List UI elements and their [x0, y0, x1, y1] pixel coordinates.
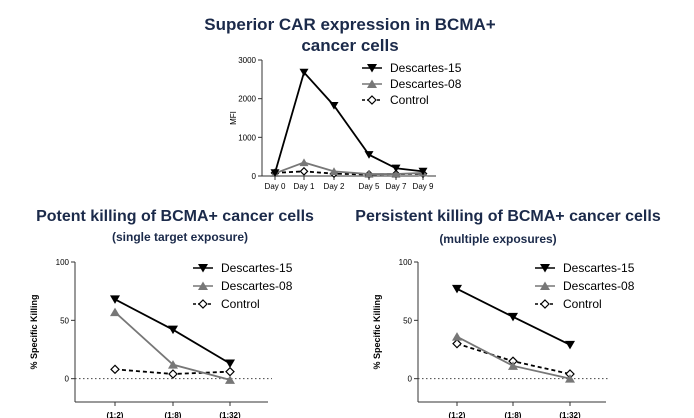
right-chart-x-tick-label: (1:32): [559, 411, 581, 418]
right-chart-y-tick-label: 0: [408, 375, 413, 384]
left-chart-legend-descartes-15-label: Descartes-15: [221, 261, 293, 275]
left-chart-x-tick-label: (1:2): [107, 411, 124, 418]
left-chart-subtitle: (single target exposure): [111, 230, 249, 244]
top-chart-x-tick-label: Day 7: [386, 182, 407, 191]
left-chart-y-tick-label: 50: [60, 316, 69, 325]
top-chart-series-descartes-08-line: [274, 161, 424, 175]
top-chart-legend-descartes-08-marker: [367, 79, 377, 88]
top-chart-y-tick-label: 0: [252, 172, 257, 181]
right-chart-y-tick-label: 50: [403, 316, 412, 325]
left-chart-series-descartes-15-point: [225, 359, 235, 368]
right-chart-series-descartes-08-point: [452, 332, 462, 341]
right-chart-legend-descartes-15-label: Descartes-15: [563, 261, 635, 275]
left-chart-series-descartes-08-point: [225, 375, 235, 384]
top-chart-series-descartes-08-point: [391, 170, 401, 178]
top-chart-series-descartes-15-point: [364, 151, 374, 159]
right-chart-y-axis-label: % Specific Killing: [372, 294, 382, 369]
top-chart-series-descartes-08-point: [299, 158, 309, 167]
right-chart-series-descartes-15-point: [452, 284, 462, 294]
top-chart-series-descartes-15-line: [274, 70, 424, 174]
left-chart-y-tick-label: 0: [65, 375, 70, 384]
left-chart-series-control-point: [225, 366, 235, 377]
left-chart-title: Potent killing of BCMA+ cancer cells: [36, 208, 314, 225]
top-chart-x-tick-label: Day 0: [265, 182, 286, 191]
right-chart-x-tick-label: (1:2): [449, 411, 466, 418]
right-chart-legend-control-label: Control: [563, 297, 602, 311]
top-chart-y-tick-label: 1000: [238, 133, 256, 142]
right-chart-legend-descartes-08-marker: [540, 281, 550, 290]
top-chart-legend-descartes-15-marker: [367, 64, 377, 73]
top-chart-x-tick-label: Day 1: [294, 182, 315, 191]
left-chart-legend-control-label: Control: [221, 297, 260, 311]
left-chart-legend-descartes-08-marker: [198, 281, 208, 290]
top-chart-series-descartes-15-point: [329, 102, 339, 110]
right-chart-series-control-point: [452, 338, 462, 349]
top-chart-series-descartes-08-point: [329, 167, 339, 175]
left-chart-series-descartes-08-point: [168, 360, 178, 369]
left-chart-legend-descartes-15-marker: [198, 264, 208, 273]
right-chart-series-descartes-08-point: [565, 374, 575, 383]
right-chart-title: Persistent killing of BCMA+ cancer cells: [355, 208, 661, 225]
right-chart-subtitle: (multiple exposures): [439, 232, 557, 246]
top-chart-x-tick-label: Day 5: [359, 182, 380, 191]
top-chart-series-descartes-15-point: [418, 167, 428, 176]
top-chart-title: Superior CAR expression in BCMA+ cancer …: [160, 14, 540, 56]
right-chart-legend-descartes-08-label: Descartes-08: [563, 279, 635, 293]
left-chart-y-axis-label: % Specific Killing: [29, 294, 39, 369]
top-chart-series-descartes-15-point: [391, 164, 401, 173]
right-chart-series-descartes-15-point: [565, 340, 575, 350]
top-chart-x-tick-label: Day 2: [324, 182, 345, 191]
top-chart-title-line1: Superior CAR expression in BCMA+: [204, 15, 496, 34]
right-chart-series-descartes-15-point: [508, 312, 518, 322]
top-chart-x-tick-label: Day 9: [413, 182, 434, 191]
left-chart-series-descartes-15-point: [110, 295, 120, 304]
left-chart-series-control-point: [110, 364, 120, 375]
top-chart-title-line2: cancer cells: [301, 36, 399, 55]
left-chart-series-descartes-15-point: [168, 325, 178, 335]
top-chart-legend-control-marker: [367, 95, 377, 105]
top-chart-y-tick-label: 2000: [238, 95, 256, 104]
top-chart-series-control-point: [299, 166, 309, 176]
top-chart-y-tick-label: 3000: [238, 56, 256, 65]
left-chart-x-tick-label: (1:32): [219, 411, 241, 418]
right-chart-series-descartes-08-point: [508, 361, 518, 370]
right-chart-y-tick-label: 100: [399, 258, 413, 267]
right-chart-x-tick-label: (1:8): [505, 411, 522, 418]
top-chart-series-descartes-08-point: [364, 170, 374, 178]
top-chart-legend-descartes-15-label: Descartes-15: [390, 61, 462, 75]
top-chart-series-descartes-15-point: [270, 169, 280, 177]
right-chart-legend-control-marker: [540, 299, 550, 309]
top-chart-y-axis-label: MFI: [229, 111, 238, 125]
left-chart-series-descartes-08-point: [110, 307, 120, 317]
left-chart-legend-descartes-08-label: Descartes-08: [221, 279, 293, 293]
left-chart-legend-control-marker: [198, 299, 208, 309]
top-chart-series-descartes-15-point: [299, 68, 309, 77]
left-chart-x-tick-label: (1:8): [165, 411, 182, 418]
left-chart-y-tick-label: 100: [56, 258, 70, 267]
top-chart-legend-descartes-08-label: Descartes-08: [390, 77, 462, 91]
left-chart-series-control-point: [168, 369, 178, 379]
top-chart-series-control-line: [274, 170, 424, 176]
right-chart-legend-descartes-15-marker: [540, 264, 550, 273]
top-chart-legend-control-label: Control: [390, 93, 429, 107]
